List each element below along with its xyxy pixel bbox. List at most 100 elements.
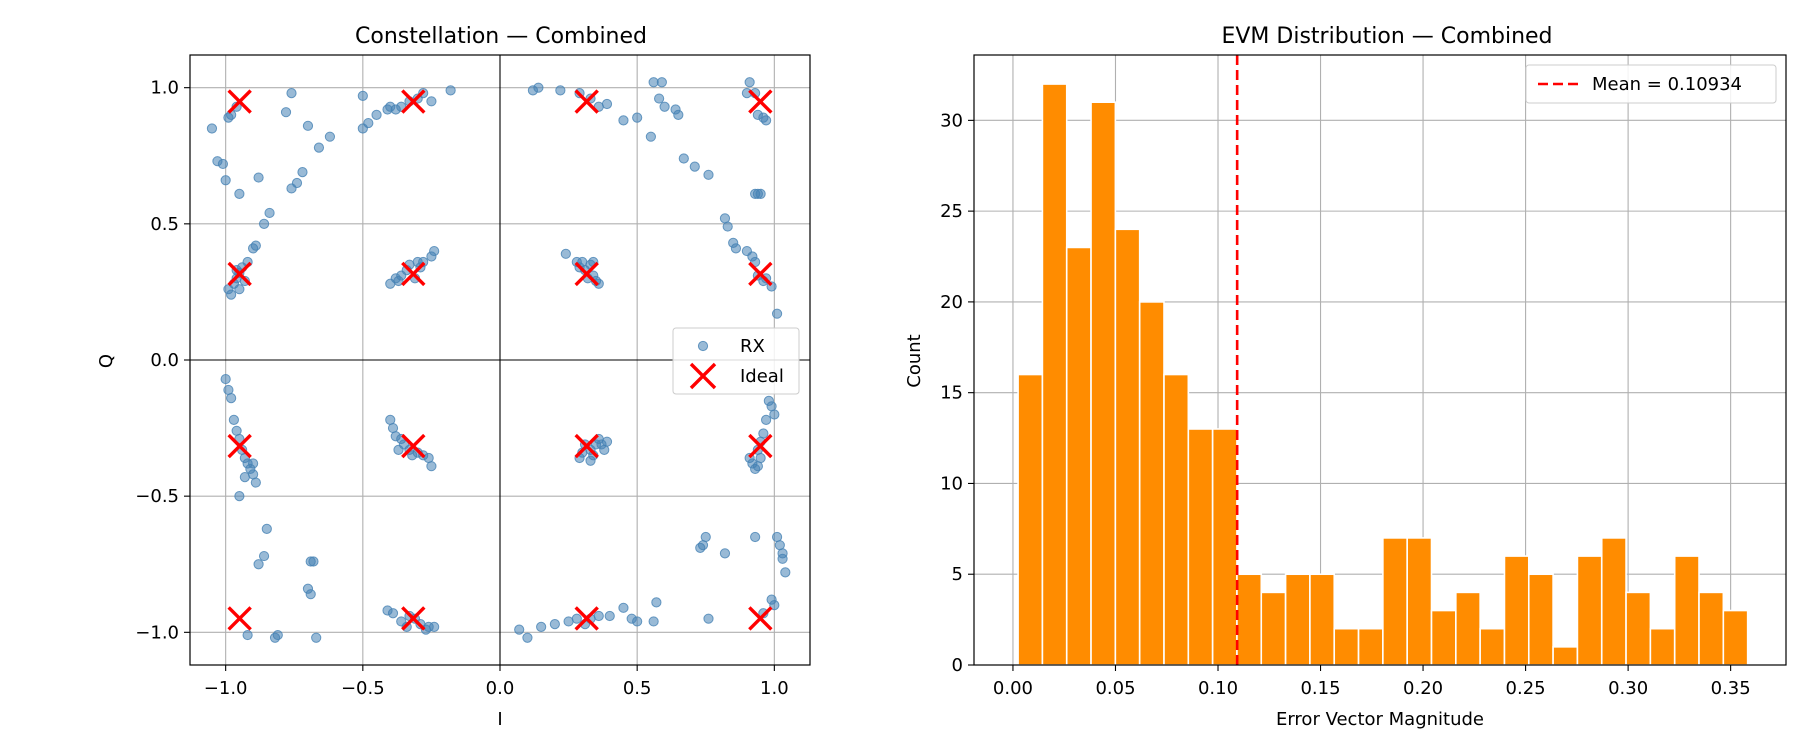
rx-point <box>648 616 659 627</box>
histogram-bar <box>1114 228 1141 666</box>
rx-point <box>228 414 239 426</box>
rx-point <box>234 284 245 295</box>
rx-point <box>555 85 566 96</box>
rx-point <box>253 172 264 183</box>
legend-ideal-label: Ideal <box>740 366 784 387</box>
ideal-stroke <box>227 433 252 459</box>
rx-point <box>429 245 440 257</box>
ideal-point <box>227 606 252 631</box>
rx-point <box>618 115 629 126</box>
histogram-bar <box>1138 301 1165 666</box>
constellation-panel: Constellation — Combined −1.0 −0.5 0.0 0.5 1… <box>96 24 811 730</box>
rx-point <box>234 188 245 199</box>
rx-point <box>758 428 769 439</box>
rx-point <box>429 621 440 632</box>
x-tick-label: −0.5 <box>341 678 385 699</box>
rx-point <box>313 142 325 153</box>
histogram-bar <box>1163 373 1190 666</box>
evm-x-label: Error Vector Magnitude <box>1276 709 1484 730</box>
histogram-bar <box>1090 101 1117 666</box>
rx-point <box>604 610 615 622</box>
histogram-bar <box>1479 627 1506 666</box>
x-tick-label: −1.0 <box>204 678 248 699</box>
rx-point <box>239 471 250 483</box>
rx-point <box>363 117 374 129</box>
x-tick-label: 1.0 <box>760 678 789 699</box>
ideal-stroke <box>401 89 426 114</box>
histogram-bar <box>1552 646 1579 666</box>
evm-plot-frame <box>973 54 1787 666</box>
rx-point <box>769 409 780 420</box>
histogram-bar <box>1065 246 1092 666</box>
evm-y-ticks: 0 5 10 15 20 25 30 <box>940 110 974 676</box>
evm-x-ticks: 0.00 0.05 0.10 0.15 0.20 0.25 0.30 0.35 <box>993 665 1751 699</box>
rx-point <box>601 436 613 447</box>
y-tick-label: 0.5 <box>150 214 179 235</box>
ideal-point <box>574 606 599 631</box>
ideal-point <box>401 606 426 631</box>
rx-point <box>744 77 755 88</box>
rx-point <box>750 531 761 543</box>
rx-point <box>593 610 604 622</box>
rx-point <box>703 613 714 624</box>
ideal-point <box>574 89 599 114</box>
histogram-bar <box>1236 573 1263 666</box>
rx-point <box>302 120 314 131</box>
rx-point <box>297 166 308 178</box>
histogram-bar <box>1406 537 1433 666</box>
ideal-point <box>401 89 426 114</box>
ideal-stroke <box>748 261 773 287</box>
rx-point <box>291 177 303 189</box>
rx-point <box>226 393 237 404</box>
histogram-bar <box>1503 555 1530 666</box>
constellation-legend: RX Ideal <box>672 327 800 395</box>
histogram-bar <box>1625 591 1652 666</box>
constellation-x-label: I <box>497 709 502 730</box>
y-tick-label: −0.5 <box>135 486 179 507</box>
rx-point <box>357 90 368 101</box>
rx-point <box>560 248 571 259</box>
evm-legend-box <box>1525 64 1777 104</box>
rx-points <box>206 77 791 643</box>
ideal-stroke <box>227 261 252 287</box>
rx-point <box>632 112 643 123</box>
rx-point <box>272 629 283 641</box>
y-tick-label: 5 <box>952 564 963 585</box>
x-tick-label: 0.05 <box>1095 678 1135 699</box>
histogram-bar <box>1600 537 1627 666</box>
evm-title: EVM Distribution — Combined <box>1221 24 1552 49</box>
legend-ideal-marker <box>689 362 717 390</box>
legend-rx-label: RX <box>740 336 765 357</box>
rx-point <box>719 548 731 559</box>
x-tick-label: 0.35 <box>1711 678 1751 699</box>
rx-point <box>689 161 700 172</box>
rx-point <box>703 169 714 180</box>
ideal-point <box>227 433 252 459</box>
histogram-bar <box>1455 591 1481 666</box>
rx-point <box>305 589 316 600</box>
rx-point <box>632 616 643 627</box>
rx-point <box>618 602 629 613</box>
x-tick-label: 0.25 <box>1506 678 1546 699</box>
evm-bars <box>1017 83 1749 666</box>
rx-point <box>656 77 667 88</box>
histogram-bar <box>1187 428 1214 666</box>
x-tick-label: 0.0 <box>486 678 515 699</box>
ideal-stroke <box>401 433 426 459</box>
rx-point <box>571 613 582 624</box>
rx-point <box>755 188 766 199</box>
ideal-stroke <box>574 261 599 287</box>
rx-point <box>258 218 270 229</box>
rx-point <box>258 550 270 562</box>
rx-point <box>308 556 319 567</box>
histogram-bar <box>1357 627 1384 666</box>
x-tick-label: 0.30 <box>1608 678 1648 699</box>
histogram-bar <box>1017 373 1044 666</box>
rx-point <box>264 207 275 219</box>
rx-point <box>771 308 783 319</box>
rx-point <box>659 101 670 112</box>
x-tick-label: 0.20 <box>1403 678 1443 699</box>
rx-point <box>426 96 437 107</box>
rx-point <box>280 107 292 118</box>
